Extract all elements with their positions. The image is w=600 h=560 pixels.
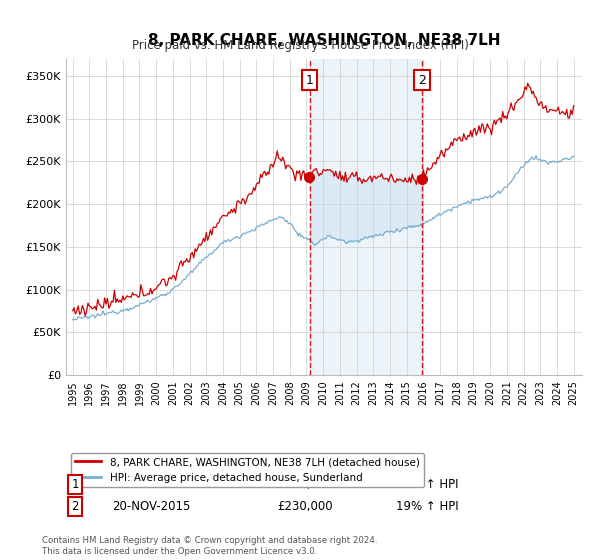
- Text: 2: 2: [418, 74, 426, 87]
- Text: 1: 1: [71, 478, 79, 491]
- Text: £230,000: £230,000: [278, 500, 333, 513]
- Text: 18% ↑ HPI: 18% ↑ HPI: [396, 478, 459, 491]
- Text: Price paid vs. HM Land Registry's House Price Index (HPI): Price paid vs. HM Land Registry's House …: [131, 39, 469, 52]
- Text: 19% ↑ HPI: 19% ↑ HPI: [396, 500, 459, 513]
- Bar: [310, 59, 422, 375]
- Text: 2: 2: [71, 500, 79, 513]
- Title: 8, PARK CHARE, WASHINGTON, NE38 7LH: 8, PARK CHARE, WASHINGTON, NE38 7LH: [148, 33, 500, 48]
- Text: 13-MAR-2009: 13-MAR-2009: [112, 478, 191, 491]
- Text: 1: 1: [306, 74, 314, 87]
- Text: £232,000: £232,000: [278, 478, 334, 491]
- Text: Contains HM Land Registry data © Crown copyright and database right 2024.
This d: Contains HM Land Registry data © Crown c…: [42, 536, 377, 556]
- Text: 20-NOV-2015: 20-NOV-2015: [112, 500, 191, 513]
- Legend: 8, PARK CHARE, WASHINGTON, NE38 7LH (detached house), HPI: Average price, detach: 8, PARK CHARE, WASHINGTON, NE38 7LH (det…: [71, 453, 424, 487]
